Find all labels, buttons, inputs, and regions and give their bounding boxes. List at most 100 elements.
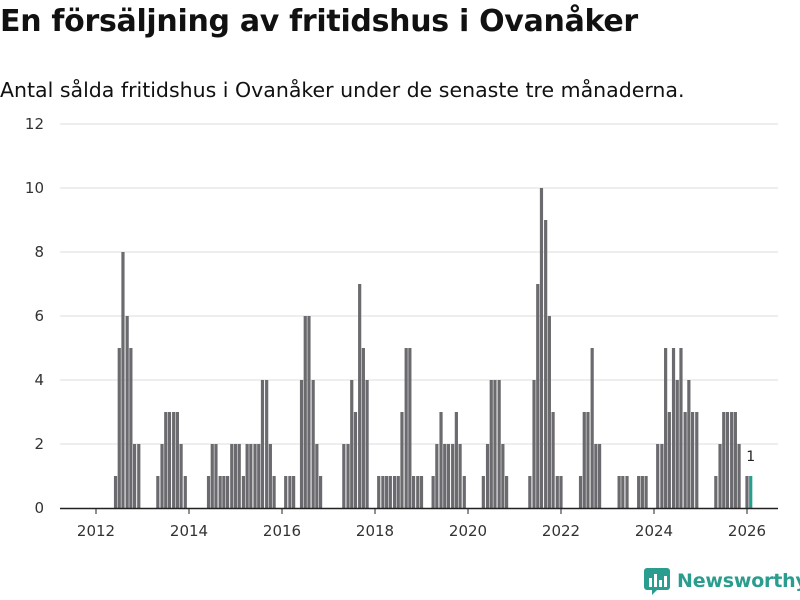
bar — [536, 284, 540, 508]
bar — [311, 380, 315, 508]
bar — [408, 348, 412, 508]
bar — [129, 348, 133, 508]
bar — [303, 316, 307, 508]
bar — [392, 476, 397, 508]
bar — [315, 444, 319, 508]
bar — [439, 412, 443, 508]
y-tick-label: 6 — [34, 307, 44, 325]
bar — [617, 476, 621, 508]
bar — [225, 476, 230, 508]
bar — [687, 380, 691, 508]
bar — [683, 412, 687, 508]
bar — [237, 444, 241, 508]
bar — [350, 380, 354, 508]
bar — [241, 476, 246, 508]
bar — [733, 412, 737, 508]
bar — [342, 444, 346, 508]
bar — [431, 476, 435, 508]
bar — [272, 476, 276, 508]
bar — [381, 476, 385, 508]
bar — [358, 284, 362, 508]
bar — [233, 444, 238, 508]
bar — [528, 476, 532, 508]
bar — [156, 476, 160, 508]
bar — [388, 476, 392, 508]
bar — [695, 412, 699, 508]
bar — [532, 380, 536, 508]
bar — [644, 476, 648, 508]
bar — [253, 444, 257, 508]
bar — [451, 444, 455, 508]
bar — [164, 412, 168, 508]
bar — [458, 444, 462, 508]
bar — [183, 476, 187, 508]
bar — [443, 444, 447, 508]
bar — [547, 316, 551, 508]
bar-highlight — [749, 476, 753, 508]
bar — [292, 476, 296, 508]
bar — [590, 348, 594, 508]
bar — [404, 348, 408, 508]
bar — [318, 476, 323, 508]
bar — [137, 444, 141, 508]
bar — [179, 444, 183, 508]
bar — [737, 444, 741, 508]
y-tick-label: 12 — [25, 115, 44, 133]
x-tick-label: 2024 — [635, 522, 673, 540]
bar-series — [113, 188, 753, 508]
bar — [493, 380, 497, 508]
bar — [501, 444, 505, 508]
bar — [671, 348, 676, 508]
bar — [485, 444, 490, 508]
bar — [249, 444, 253, 508]
newsworthy-logo[interactable]: Newsworthy — [643, 567, 800, 595]
bar — [679, 348, 683, 508]
bar — [210, 444, 214, 508]
bar — [582, 412, 586, 508]
bar — [597, 444, 602, 508]
bar — [664, 348, 668, 508]
y-tick-label: 10 — [25, 179, 44, 197]
x-tick-label: 2022 — [542, 522, 580, 540]
bar — [260, 380, 265, 508]
bar — [462, 476, 466, 508]
bar — [361, 348, 365, 508]
brand-name: Newsworthy — [677, 570, 800, 592]
bar — [245, 444, 249, 508]
bar — [299, 380, 304, 508]
bar — [730, 412, 734, 508]
bar — [396, 476, 400, 508]
bar — [257, 444, 261, 508]
bar — [121, 252, 125, 508]
bar-chart-logo-icon — [644, 568, 670, 595]
bar — [132, 444, 137, 508]
bar — [411, 476, 416, 508]
x-tick-label: 2014 — [170, 522, 208, 540]
bar — [377, 476, 381, 508]
bar — [416, 476, 420, 508]
bar — [307, 316, 311, 508]
chart-title: En försäljning av fritidshus i Ovanåker — [0, 4, 638, 39]
bar — [551, 412, 555, 508]
bar — [284, 476, 288, 508]
bar — [230, 444, 234, 508]
bar — [594, 444, 598, 508]
bar — [288, 476, 292, 508]
bar — [690, 412, 695, 508]
bar — [640, 476, 644, 508]
y-tick-label: 0 — [34, 499, 44, 517]
y-tick-label: 8 — [34, 243, 44, 261]
chart-subtitle: Antal sålda fritidshus i Ovanåker under … — [0, 78, 685, 102]
bar — [555, 476, 559, 508]
bar — [504, 476, 509, 508]
x-axis: 2012 2014 2016 2018 2020 2022 2024 2026 — [60, 507, 778, 540]
bar — [167, 412, 172, 508]
bar — [578, 476, 583, 508]
bar — [125, 316, 129, 508]
gridlines — [60, 123, 778, 445]
bar — [660, 444, 664, 508]
bar — [586, 412, 590, 508]
bar — [265, 380, 269, 508]
bar — [667, 412, 671, 508]
